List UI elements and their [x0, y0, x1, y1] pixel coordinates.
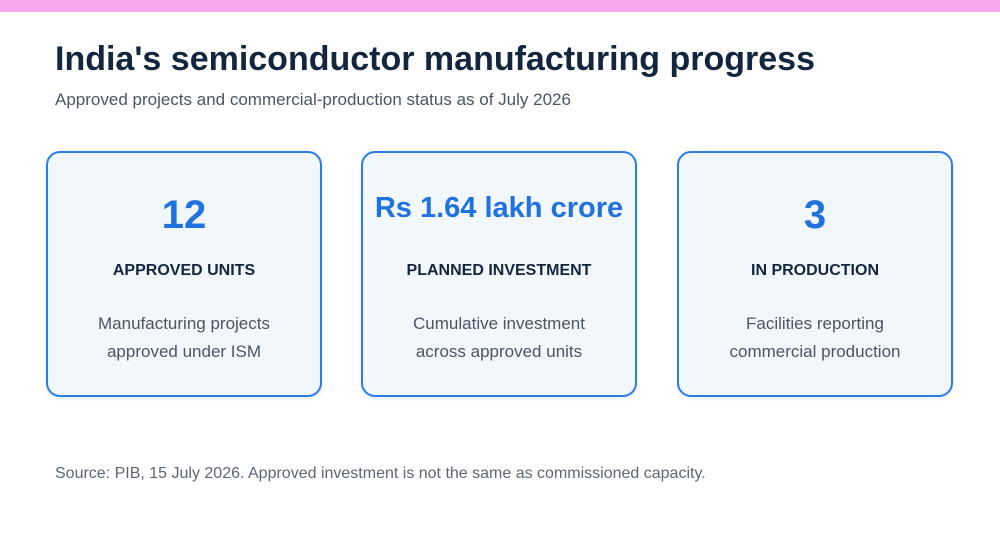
source-note: Source: PIB, 15 July 2026. Approved inve… — [55, 465, 706, 482]
stat-description-line: approved under ISM — [106, 342, 262, 361]
stat-label: PLANNED INVESTMENT — [406, 262, 592, 279]
stat-description: Facilities reporting commercial producti… — [699, 310, 931, 366]
stat-description-line: Cumulative investment — [413, 314, 585, 333]
stat-card-planned-investment: Rs 1.64 lakh crore PLANNED INVESTMENT Cu… — [361, 151, 637, 397]
stat-label: IN PRODUCTION — [751, 262, 879, 279]
stat-description-line: commercial production — [729, 342, 901, 361]
stat-description-line: across approved units — [415, 342, 583, 361]
top-accent-bar — [0, 0, 1000, 12]
stat-label: APPROVED UNITS — [112, 262, 256, 279]
stat-description-line: Manufacturing projects — [98, 314, 270, 333]
stat-description-line: Facilities reporting — [746, 314, 884, 333]
stat-value: 12 — [161, 193, 207, 237]
page-subtitle: Approved projects and commercial-product… — [55, 90, 571, 109]
stat-value: 3 — [803, 193, 827, 237]
page-title: India's semiconductor manufacturing prog… — [55, 40, 816, 78]
stat-description: Manufacturing projects approved under IS… — [68, 310, 300, 366]
stat-card-approved-units: 12 APPROVED UNITS Manufacturing projects… — [46, 151, 322, 397]
stat-description: Cumulative investment across approved un… — [383, 310, 615, 366]
stat-value: Rs 1.64 lakh crore — [374, 192, 624, 224]
stat-card-in-production: 3 IN PRODUCTION Facilities reporting com… — [677, 151, 953, 397]
